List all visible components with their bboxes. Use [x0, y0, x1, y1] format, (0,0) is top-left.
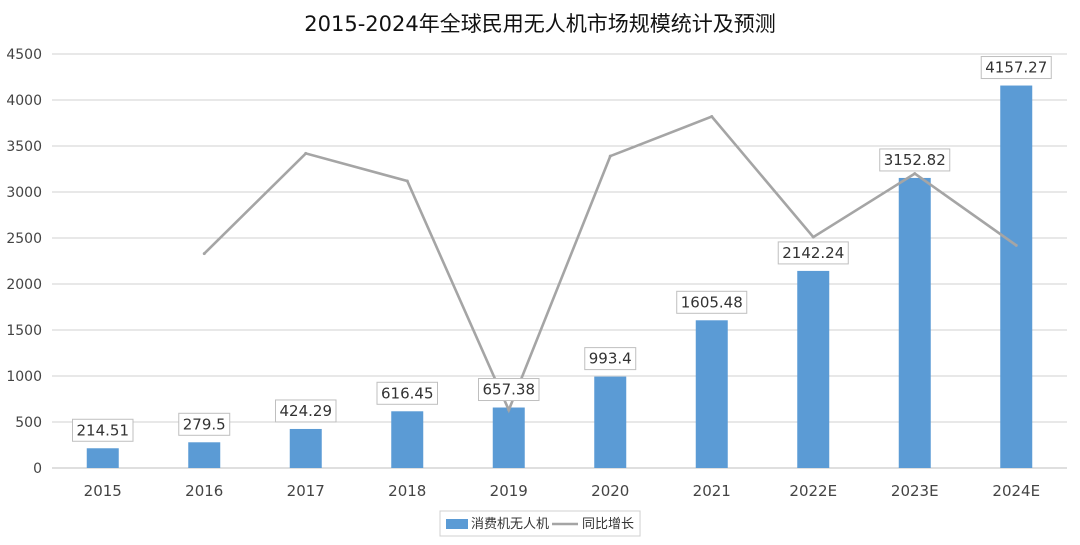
y-tick-label: 2000 — [6, 277, 42, 293]
line-point — [507, 408, 511, 412]
line-point — [913, 172, 917, 176]
data-label: 2142.24 — [777, 241, 849, 265]
y-tick-label: 1500 — [6, 323, 42, 339]
data-label-text: 424.29 — [280, 402, 333, 420]
data-label-text: 4157.27 — [985, 59, 1047, 77]
data-label-text: 214.51 — [77, 421, 130, 439]
y-tick-label: 1000 — [6, 369, 42, 385]
data-labels: 214.51 279.5 424.29 616.45 657.38 993.4 1605.4… — [72, 56, 1052, 442]
data-label: 3152.82 — [879, 148, 951, 172]
data-label-text: 616.45 — [381, 384, 434, 402]
data-label: 1605.48 — [676, 290, 748, 314]
data-label-text: 3152.82 — [884, 151, 946, 169]
data-label-box — [777, 241, 849, 265]
data-label: 657.38 — [478, 378, 540, 402]
gridlines — [52, 53, 1067, 469]
line-point — [608, 154, 612, 158]
data-label: 616.45 — [376, 381, 438, 405]
legend-box — [439, 510, 641, 537]
x-tick-label: 2020 — [591, 482, 629, 500]
x-tick-label: 2017 — [287, 482, 325, 500]
bar — [289, 428, 322, 468]
chart-title: 2015-2024年全球民用无人机市场规模统计及预测 — [304, 12, 776, 36]
y-tick-label: 3500 — [6, 139, 42, 155]
data-label-text: 993.4 — [589, 350, 632, 368]
x-tick-label: 2019 — [490, 482, 528, 500]
y-tick-label: 500 — [15, 415, 42, 431]
data-label-box — [478, 378, 540, 402]
y-tick-label: 3000 — [6, 185, 42, 201]
x-tick-label: 2016 — [185, 482, 223, 500]
x-axis-ticks: 2015 2016 2017 2018 2019 2020 2021 2022E 2023E 20… — [84, 482, 1040, 500]
data-label-box — [178, 412, 231, 436]
data-label-box — [676, 290, 748, 314]
data-label-text: 2142.24 — [782, 244, 844, 262]
y-axis-ticks: 0 500 1000 1500 2000 2500 3000 3500 4000 4500 — [6, 47, 42, 477]
y-tick-label: 4000 — [6, 93, 42, 109]
y-tick-label: 0 — [33, 461, 42, 477]
bar — [492, 407, 525, 468]
line-point — [304, 151, 308, 155]
bar — [86, 448, 119, 468]
legend-label: 同比增长 — [582, 517, 634, 532]
line-point — [811, 235, 815, 239]
data-label-box — [376, 381, 438, 405]
bar — [695, 320, 728, 468]
data-label: 279.5 — [178, 412, 231, 436]
y-tick-label: 2500 — [6, 231, 42, 247]
bar — [391, 411, 424, 468]
x-tick-label: 2022E — [789, 482, 837, 500]
x-tick-label: 2018 — [388, 482, 426, 500]
data-label-text: 657.38 — [483, 381, 536, 399]
line-point — [710, 115, 714, 119]
legend-label: 消费机无人机 — [471, 517, 549, 532]
y-tick-label: 4500 — [6, 47, 42, 63]
line-point — [1014, 243, 1018, 247]
bar — [898, 177, 931, 469]
data-label-text: 1605.48 — [681, 293, 743, 311]
x-tick-label: 2023E — [891, 482, 939, 500]
data-label-box — [879, 148, 951, 172]
data-label-box — [584, 347, 637, 371]
data-label-box — [980, 56, 1052, 80]
line-series — [202, 115, 1018, 414]
x-tick-label: 2024E — [992, 482, 1040, 500]
legend: 消费机无人机 同比增长 — [439, 510, 641, 537]
data-label-text: 279.5 — [183, 415, 226, 433]
bar — [797, 270, 830, 468]
data-label: 424.29 — [275, 399, 337, 423]
data-label: 993.4 — [584, 347, 637, 371]
line-point — [202, 252, 206, 256]
line-point — [405, 179, 409, 183]
data-label-box — [72, 418, 134, 442]
bar — [594, 376, 627, 468]
data-label-box — [275, 399, 337, 423]
data-label: 4157.27 — [980, 56, 1052, 80]
x-tick-label: 2021 — [693, 482, 731, 500]
bar — [1000, 85, 1033, 468]
data-label: 214.51 — [72, 418, 134, 442]
legend-swatch-bar — [446, 519, 468, 529]
bar — [188, 442, 221, 468]
bar-series — [86, 85, 1033, 469]
x-tick-label: 2015 — [84, 482, 122, 500]
